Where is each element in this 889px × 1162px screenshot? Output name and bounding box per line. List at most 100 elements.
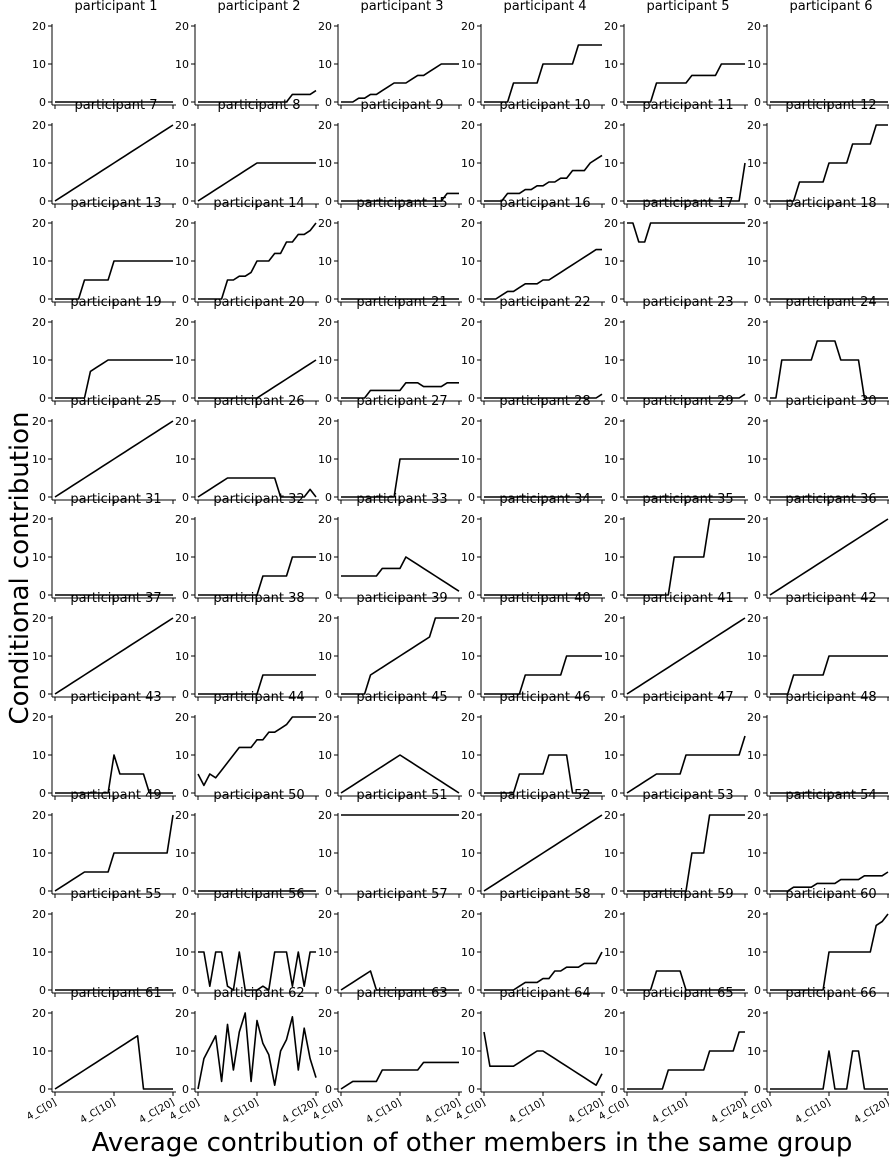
panel-title: participant 55 [70, 887, 161, 902]
y-tick-label: 0 [611, 195, 618, 208]
y-tick-label: 0 [325, 1083, 332, 1096]
y-tick-label: 0 [754, 984, 761, 997]
y-tick-label: 10 [604, 650, 618, 663]
series-line [340, 1061, 459, 1090]
panel: participant 42 0 10 20 [747, 591, 889, 701]
y-tick-label: 0 [611, 392, 618, 405]
y-tick-label: 0 [39, 195, 46, 208]
y-tick-label: 0 [325, 491, 332, 504]
y-tick-label: 20 [318, 711, 332, 724]
panel-title: participant 37 [70, 591, 161, 606]
panel: participant 6 0 10 20 [747, 0, 889, 109]
y-tick-label: 20 [461, 1007, 475, 1020]
panel: participant 51 0 10 20 [318, 788, 462, 898]
panel: participant 30 0 10 20 [747, 394, 889, 504]
panel-title: participant 18 [785, 196, 876, 211]
panel: participant 4 0 10 20 [461, 0, 605, 109]
panel: participant 17 0 10 20 [604, 196, 748, 306]
y-tick-label: 0 [611, 787, 618, 800]
series-line [627, 63, 745, 103]
y-tick-label: 20 [461, 415, 475, 428]
y-tick-label: 20 [747, 119, 761, 132]
panel: participant 9 0 10 20 [318, 98, 462, 208]
y-tick-label: 0 [325, 589, 332, 602]
y-tick-label: 0 [754, 96, 761, 109]
panel-title: participant 52 [499, 788, 590, 803]
y-tick-label: 20 [604, 119, 618, 132]
panel: participant 57 0 10 20 [318, 887, 462, 997]
y-tick-label: 20 [747, 711, 761, 724]
y-tick-label: 10 [32, 551, 46, 564]
y-tick-label: 10 [32, 1045, 46, 1058]
panel-title: participant 40 [499, 591, 590, 606]
series-line [770, 655, 888, 695]
y-tick-label: 10 [318, 650, 332, 663]
panel-title: participant 49 [70, 788, 161, 803]
panel: participant 41 0 10 20 [604, 591, 748, 701]
series-line [197, 1012, 317, 1090]
series-line [483, 1031, 603, 1086]
panel: participant 33 0 10 20 [318, 492, 462, 602]
y-tick-label: 20 [32, 415, 46, 428]
y-tick-label: 0 [468, 293, 475, 306]
series-line [341, 192, 459, 202]
y-tick-label: 10 [747, 58, 761, 71]
panel: participant 52 0 10 20 [461, 788, 605, 898]
panel-title: participant 48 [785, 690, 876, 705]
y-tick-label: 20 [747, 513, 761, 526]
y-tick-label: 10 [461, 749, 475, 762]
y-tick-label: 20 [461, 217, 475, 230]
panel: participant 47 0 10 20 [604, 690, 748, 800]
series-line [627, 222, 745, 243]
panel: participant 5 0 10 20 [604, 0, 748, 109]
panel-title: participant 60 [785, 887, 876, 902]
y-tick-label: 0 [611, 491, 618, 504]
y-tick-label: 0 [182, 392, 189, 405]
y-tick-label: 10 [318, 551, 332, 564]
y-tick-label: 10 [747, 1045, 761, 1058]
y-tick-label: 10 [318, 255, 332, 268]
y-tick-label: 20 [175, 20, 189, 33]
panel: participant 37 0 10 20 [32, 591, 176, 701]
panel-title: participant 66 [785, 986, 876, 1001]
y-tick-label: 0 [39, 293, 46, 306]
y-tick-label: 0 [182, 984, 189, 997]
y-tick-label: 20 [32, 711, 46, 724]
panel: participant 56 0 10 20 [175, 887, 319, 997]
series-line [54, 124, 174, 202]
panel: participant 35 0 10 20 [604, 492, 748, 602]
series-line [483, 814, 603, 892]
y-tick-label: 0 [39, 688, 46, 701]
panel-title: participant 63 [356, 986, 447, 1001]
y-tick-label: 10 [461, 551, 475, 564]
panel-title: participant 38 [213, 591, 304, 606]
panel-title: participant 7 [75, 98, 158, 113]
panel-title: participant 9 [361, 98, 444, 113]
y-tick-label: 20 [461, 119, 475, 132]
y-tick-label: 10 [175, 650, 189, 663]
y-tick-label: 0 [325, 392, 332, 405]
panel: participant 7 0 10 20 [32, 98, 176, 208]
series-line [54, 814, 174, 892]
y-tick-label: 20 [318, 316, 332, 329]
y-tick-label: 10 [32, 946, 46, 959]
y-tick-label: 0 [754, 293, 761, 306]
y-tick-label: 20 [32, 809, 46, 822]
y-tick-label: 0 [754, 392, 761, 405]
y-tick-label: 10 [461, 354, 475, 367]
y-tick-label: 0 [468, 1083, 475, 1096]
panel-title: participant 34 [499, 492, 590, 507]
y-tick-label: 20 [604, 809, 618, 822]
panel-title: participant 26 [213, 394, 304, 409]
y-tick-label: 10 [461, 255, 475, 268]
series-line [484, 44, 602, 103]
y-tick-label: 10 [604, 354, 618, 367]
panel-title: participant 62 [213, 986, 304, 1001]
panel: participant 40 0 10 20 [461, 591, 605, 701]
y-tick-label: 20 [604, 612, 618, 625]
panel: participant 34 0 10 20 [461, 492, 605, 602]
